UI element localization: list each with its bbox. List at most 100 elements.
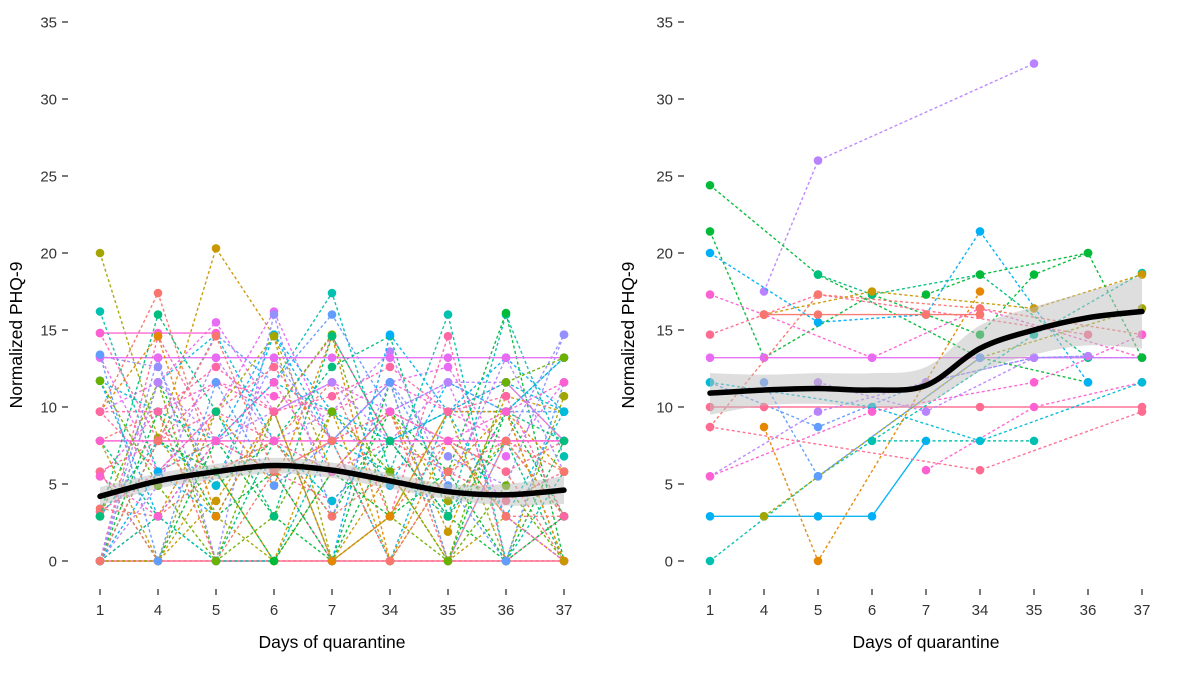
data-point [269, 331, 279, 341]
data-point [385, 407, 395, 416]
data-point [153, 353, 163, 363]
x-axis-tick-label: 7 [328, 602, 336, 619]
data-point [211, 331, 221, 341]
data-point [385, 330, 395, 339]
data-point [385, 353, 395, 363]
y-axis-tick-label: 35 [40, 14, 57, 31]
data-point [1137, 407, 1147, 416]
data-point [559, 556, 569, 566]
data-point [501, 512, 511, 521]
data-point [813, 472, 823, 481]
data-point [327, 353, 337, 363]
data-point [153, 378, 163, 387]
x-axis-tick-label: 7 [922, 602, 930, 619]
data-point [975, 436, 985, 446]
y-axis-tick-label: 0 [49, 553, 57, 570]
data-point [975, 227, 985, 236]
data-point [443, 331, 453, 341]
data-point [269, 436, 279, 446]
data-point [443, 407, 453, 416]
data-point [1137, 353, 1147, 363]
data-point [559, 512, 569, 521]
participant-line [709, 293, 1089, 336]
participant-line [99, 312, 565, 519]
data-point [95, 350, 105, 359]
y-axis-tick-label: 35 [656, 14, 673, 31]
data-point [385, 362, 395, 372]
data-point [211, 496, 221, 506]
data-point [385, 512, 395, 521]
x-axis-tick-label: 37 [1134, 602, 1151, 619]
data-point [813, 270, 823, 279]
data-point [153, 310, 163, 319]
data-point [95, 328, 105, 338]
data-point [385, 378, 395, 387]
participant-line [925, 381, 1143, 471]
data-point [501, 391, 511, 401]
data-point [1029, 270, 1039, 279]
data-point [95, 512, 105, 521]
data-point [813, 290, 823, 299]
participant-line [763, 62, 1035, 292]
data-point [559, 451, 569, 461]
data-point [153, 436, 163, 446]
participant-line [709, 333, 1143, 477]
data-point [153, 288, 163, 298]
data-point [327, 556, 337, 566]
x-axis-tick-label: 1 [96, 602, 104, 619]
data-point [443, 467, 453, 476]
data-point [559, 436, 569, 446]
data-point [1029, 378, 1039, 387]
data-point [153, 407, 163, 416]
data-point [269, 481, 279, 490]
data-point [705, 353, 715, 363]
x-axis-tick-label: 1 [706, 602, 714, 619]
x-axis-tick-label: 34 [972, 602, 989, 619]
data-point [867, 407, 877, 416]
data-point [705, 472, 715, 481]
y-axis-title: Normalized PHQ-9 [618, 262, 638, 409]
data-point [813, 156, 823, 165]
data-point [327, 391, 337, 401]
smooth-trend-line [97, 462, 567, 500]
participant-line [817, 273, 1089, 359]
data-point [501, 407, 511, 416]
data-point [443, 353, 453, 363]
data-point [327, 378, 337, 387]
data-point [385, 436, 395, 446]
data-point [153, 331, 163, 341]
x-axis-tick-label: 34 [382, 602, 399, 619]
data-point [1029, 59, 1039, 68]
data-point [211, 481, 221, 490]
y-axis-tick-label: 10 [40, 399, 57, 416]
data-point [559, 378, 569, 387]
data-point [501, 556, 511, 566]
x-axis-tick-label: 6 [270, 602, 278, 619]
data-point [705, 180, 715, 190]
y-axis-tick-label: 15 [40, 322, 57, 339]
left-chart-panel: 0 5 10 15 20 25 30 35 1 4 5 6 7 34 35 36 37 Days of quara… [6, 14, 572, 652]
x-axis-tick-label: 35 [1026, 602, 1043, 619]
data-point [1029, 436, 1039, 446]
data-point [327, 331, 337, 341]
y-axis-tick-label: 25 [40, 168, 57, 185]
data-point [211, 244, 221, 253]
data-point [559, 391, 569, 401]
x-axis-tick-label: 4 [154, 602, 162, 619]
data-point [211, 318, 221, 327]
x-axis-tick-label: 4 [760, 602, 768, 619]
y-axis-tick-label: 25 [656, 168, 673, 185]
data-point [867, 287, 877, 296]
data-point [1029, 402, 1039, 412]
data-point [211, 353, 221, 363]
y-axis-tick-label: 20 [656, 245, 673, 262]
x-axis-tick-label: 36 [498, 602, 515, 619]
data-point [921, 310, 931, 319]
data-point [813, 318, 823, 327]
data-point [813, 310, 823, 319]
participant-line [99, 334, 565, 563]
data-point [705, 290, 715, 299]
data-point [813, 512, 823, 521]
data-point [501, 308, 511, 318]
data-point [95, 556, 105, 566]
